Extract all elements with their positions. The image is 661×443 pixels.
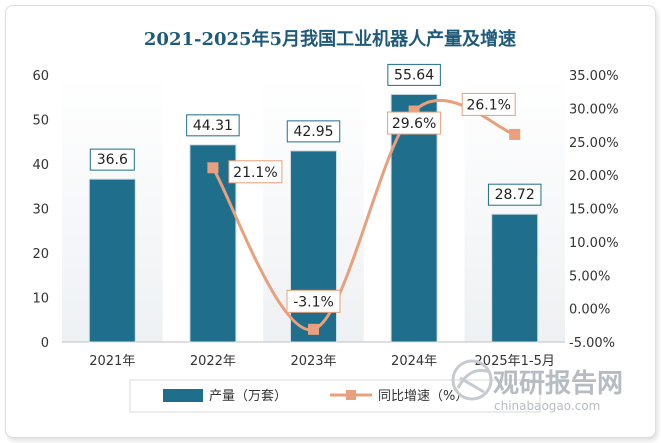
bar-value-label-text: 36.6 — [97, 152, 128, 168]
y-right-tick-label: 25.00% — [569, 136, 619, 151]
legend: 产量（万套） 同比增速（%） — [129, 379, 541, 413]
y-left-tick-label: 30 — [32, 203, 49, 218]
growth-value-label-text: 21.1% — [233, 165, 277, 181]
y-right-tick-label: -5.00% — [569, 336, 615, 351]
bar-value-label-text: 42.95 — [293, 124, 333, 140]
y-left-tick-label: 10 — [32, 292, 49, 307]
growth-point — [509, 128, 521, 140]
bar-value-label-box — [387, 63, 441, 86]
legend-label-output: 产量（万套） — [209, 388, 287, 404]
growth-line — [211, 98, 516, 331]
bar-value-label-box — [186, 114, 240, 137]
y-left-tick-label: 50 — [32, 114, 49, 129]
x-tick-label: 2025年1-5月 — [475, 354, 555, 369]
legend-marker-growth — [346, 390, 356, 400]
y-right-tick-label: 5.00% — [569, 269, 610, 284]
growth-value-label-box — [387, 111, 442, 135]
growth-value-label: 29.6% — [387, 111, 442, 135]
y-left-tick-label: 20 — [32, 247, 49, 262]
bar — [189, 144, 237, 343]
bar-value-label: 55.64 — [387, 63, 441, 86]
legend-label-growth: 同比增速（%） — [378, 389, 468, 404]
bar-value-label-box — [89, 148, 135, 171]
growth-value-label: -3.1% — [286, 289, 341, 313]
bar-value-label: 42.95 — [286, 120, 341, 143]
bar-value-label-box — [286, 120, 341, 143]
bar — [491, 213, 539, 343]
growth-point — [408, 105, 420, 117]
growth-value-label: 21.1% — [228, 160, 283, 184]
y-right-tick-label: 35.00% — [569, 69, 619, 84]
y-right-tick-label: 0.00% — [569, 303, 610, 318]
watermark-text: 观研报告网 — [493, 368, 623, 399]
bar — [88, 178, 136, 343]
growth-point — [207, 162, 219, 174]
x-tick-label: 2024年 — [391, 354, 437, 369]
bar-value-label: 44.31 — [186, 114, 240, 137]
bar-value-label-text: 44.31 — [193, 118, 233, 134]
x-tick-label: 2021年 — [89, 354, 135, 369]
y-left-tick-label: 0 — [41, 336, 49, 351]
growth-point — [308, 323, 319, 335]
y-right-tick-label: 10.00% — [569, 236, 619, 251]
growth-value-label-box — [461, 92, 516, 116]
x-tick-label: 2022年 — [190, 354, 236, 369]
growth-value-label-text: 29.6% — [392, 116, 436, 132]
chart-title: 2021-2025年5月我国工业机器人产量及增速 — [144, 28, 516, 50]
bar-value-label-text: 28.72 — [495, 187, 535, 203]
bar-value-label-text: 55.64 — [394, 67, 434, 83]
y-left-tick-label: 40 — [32, 158, 49, 173]
y-right-tick-label: 20.00% — [569, 169, 619, 184]
bar-value-label: 36.6 — [89, 148, 135, 171]
legend-swatch-output — [163, 389, 203, 402]
watermark: 观研报告网 chinabaogao.com — [451, 359, 623, 413]
y-left-tick-label: 60 — [32, 69, 49, 84]
growth-value-label-text: 26.1% — [466, 97, 510, 113]
growth-value-label-box — [286, 289, 341, 313]
x-tick-label: 2023年 — [290, 354, 336, 369]
bar-value-label-box — [487, 183, 542, 206]
growth-value-label: 26.1% — [461, 92, 516, 116]
y-right-tick-label: 15.00% — [569, 203, 619, 218]
y-right-tick-label: 30.00% — [569, 102, 619, 117]
watermark-url: chinabaogao.com — [494, 399, 600, 413]
growth-value-label-box — [228, 160, 283, 184]
watermark-logo — [451, 359, 493, 401]
growth-value-label-text: -3.1% — [293, 294, 334, 310]
bar-value-label: 28.72 — [487, 183, 542, 206]
